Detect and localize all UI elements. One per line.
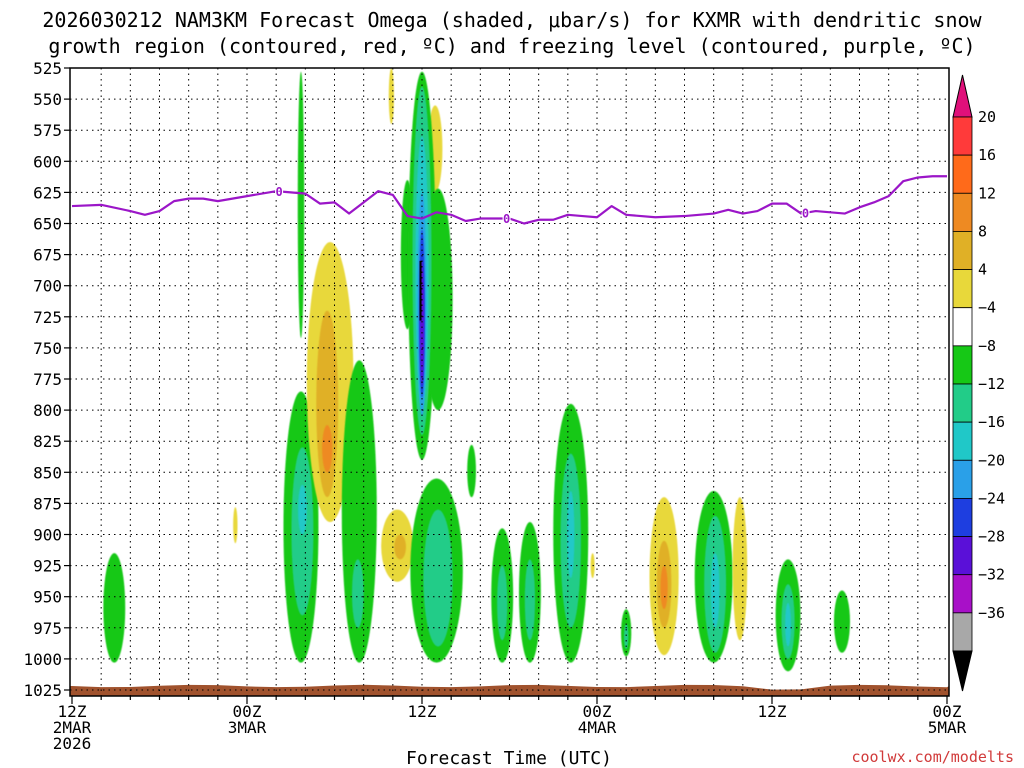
colorbar-bottom-triangle [952, 650, 973, 692]
omega-positive-region [388, 68, 394, 124]
omega-negative-region [341, 360, 377, 663]
colorbar-level-label: −24 [978, 489, 1005, 507]
colorbar: 20 16 12 8 4 −4 −8 −12 −16 −20 −24 −28 −32 −36 [952, 74, 1005, 692]
colorbar-swatch [952, 307, 973, 347]
y-tick-label: 850 [33, 463, 62, 482]
colorbar-level-label: −12 [978, 375, 1005, 393]
omega-negative-region [785, 602, 791, 647]
freezing-level-label: 0 [275, 185, 282, 199]
freezing-label-bg [502, 212, 511, 225]
colorbar-level-label: −32 [978, 566, 1005, 584]
freezing-label-bg [275, 185, 284, 198]
y-tick-label: 925 [33, 557, 62, 576]
chart-title-line2: growth region (contoured, red, ºC) and f… [48, 34, 975, 58]
omega-negative-region [497, 565, 508, 641]
y-tick-label: 700 [33, 277, 62, 296]
omega-negative-region [623, 624, 629, 649]
x-tick-label: 12Z [58, 702, 87, 721]
colorbar-swatch [952, 574, 973, 614]
omega-negative-region [833, 590, 851, 653]
colorbar-swatch [952, 421, 973, 461]
y-tick-label: 825 [33, 432, 62, 451]
colorbar-level-label: 12 [978, 184, 996, 202]
colorbar-level-label: −20 [978, 451, 1005, 469]
colorbar-level-label: −8 [978, 337, 996, 355]
colorbar-swatch [952, 612, 973, 652]
colorbar-swatch [952, 383, 973, 423]
colorbar-swatch [952, 269, 973, 309]
y-tick-label: 525 [33, 59, 62, 78]
omega-negative-region [467, 444, 476, 498]
x-tick-label: 00Z [933, 702, 962, 721]
y-tick-label: 1000 [23, 650, 62, 669]
y-tick-label: 975 [33, 619, 62, 638]
colorbar-swatch [952, 498, 973, 537]
y-tick-label: 800 [33, 401, 62, 420]
colorbar-swatch [952, 536, 973, 576]
y-tick-label: 550 [33, 90, 62, 109]
colorbar-level-label: −4 [978, 299, 996, 317]
y-axis: 525 550 575 600 625 650 675 700 725 750 775 800 825 8… [23, 59, 70, 700]
colorbar-swatch [952, 192, 973, 232]
colorbar-level-label: 20 [978, 108, 996, 126]
y-tick-label: 600 [33, 152, 62, 171]
colorbar-swatch [952, 154, 973, 194]
freezing-level-label: 0 [503, 212, 510, 226]
freezing-level-contour: 0 0 0 [71, 175, 947, 226]
y-tick-label: 625 [33, 183, 62, 202]
y-tick-label: 950 [33, 588, 62, 607]
omega-shading [103, 68, 851, 672]
omega-positive-region [394, 534, 406, 560]
colorbar-level-label: −36 [978, 604, 1005, 622]
x-tick-label: 2026 [53, 734, 92, 753]
omega-positive-region [316, 310, 339, 498]
omega-negative-region [297, 71, 305, 338]
omega-negative-region [423, 509, 453, 647]
colorbar-swatch [952, 459, 973, 499]
y-tick-label: 1025 [23, 681, 62, 700]
omega-positive-region [233, 507, 238, 544]
omega-negative-region [103, 553, 126, 663]
x-tick-label: 00Z [583, 702, 612, 721]
x-tick-label: 12Z [408, 702, 437, 721]
gridlines [70, 68, 949, 696]
y-tick-label: 775 [33, 370, 62, 389]
y-tick-label: 575 [33, 121, 62, 140]
omega-positive-region [660, 565, 668, 610]
omega-positive-region [322, 425, 333, 473]
y-tick-label: 900 [33, 526, 62, 545]
omega-negative-region [298, 484, 307, 535]
y-tick-label: 875 [33, 494, 62, 513]
colorbar-level-label: 4 [978, 261, 987, 279]
credit-text: coolwx.com/modelts [851, 748, 1014, 766]
x-tick-label: 2MAR [53, 718, 92, 737]
colorbar-swatch [952, 231, 973, 270]
colorbar-level-label: −16 [978, 413, 1005, 431]
colorbar-level-label: 16 [978, 146, 996, 164]
y-tick-label: 650 [33, 215, 62, 234]
freezing-label-bg [801, 206, 810, 219]
x-axis-label: Forecast Time (UTC) [406, 748, 612, 768]
y-tick-label: 725 [33, 308, 62, 327]
x-tick-label: 4MAR [578, 718, 617, 737]
x-tick-label: 3MAR [228, 718, 267, 737]
omega-negative-region [524, 559, 536, 641]
omega-positive-region [732, 497, 748, 641]
omega-negative-region [710, 553, 720, 628]
x-tick-label: 00Z [233, 702, 262, 721]
colorbar-swatch [952, 116, 973, 156]
x-tick-label: 12Z [758, 702, 787, 721]
omega-negative-region [352, 559, 364, 628]
colorbar-swatch [952, 345, 973, 385]
colorbar-top-triangle [952, 74, 973, 118]
x-tick-label: 5MAR [928, 718, 967, 737]
y-tick-label: 675 [33, 246, 62, 265]
colorbar-level-label: 8 [978, 222, 987, 240]
freezing-level-label: 0 [802, 206, 809, 220]
colorbar-level-label: −28 [978, 528, 1005, 546]
y-tick-label: 750 [33, 339, 62, 358]
chart-title-line1: 2026030212 NAM3KM Forecast Omega (shaded… [42, 8, 982, 32]
